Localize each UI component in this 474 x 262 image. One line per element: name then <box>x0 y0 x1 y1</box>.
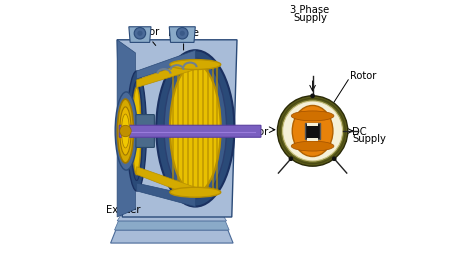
Text: Supply: Supply <box>352 134 386 144</box>
Bar <box>307 138 319 141</box>
Bar <box>307 123 319 127</box>
Circle shape <box>280 99 345 163</box>
Text: Exciter: Exciter <box>106 172 140 215</box>
Circle shape <box>137 31 143 36</box>
Text: DC: DC <box>352 127 367 137</box>
Ellipse shape <box>115 92 137 170</box>
Circle shape <box>134 28 146 39</box>
Ellipse shape <box>131 81 143 181</box>
Text: Rotor: Rotor <box>350 71 377 81</box>
Ellipse shape <box>156 50 235 206</box>
Text: Supply: Supply <box>293 13 327 23</box>
Ellipse shape <box>164 58 227 199</box>
Ellipse shape <box>170 64 221 193</box>
Polygon shape <box>137 183 195 206</box>
Text: Stator: Stator <box>238 127 269 137</box>
Text: Stator: Stator <box>129 27 160 46</box>
Text: Frame: Frame <box>168 28 199 50</box>
Circle shape <box>289 156 293 161</box>
Ellipse shape <box>133 87 141 175</box>
Circle shape <box>180 31 185 36</box>
Ellipse shape <box>291 111 334 121</box>
FancyBboxPatch shape <box>136 114 155 148</box>
Circle shape <box>332 156 337 161</box>
Ellipse shape <box>127 71 146 191</box>
Circle shape <box>176 28 188 39</box>
Circle shape <box>277 96 348 166</box>
Polygon shape <box>137 167 195 197</box>
Polygon shape <box>117 40 237 217</box>
Circle shape <box>283 101 343 161</box>
Polygon shape <box>129 27 151 42</box>
Polygon shape <box>117 40 136 217</box>
Ellipse shape <box>170 187 221 197</box>
Bar <box>305 123 320 139</box>
Polygon shape <box>137 50 195 79</box>
Polygon shape <box>115 221 229 230</box>
Polygon shape <box>110 230 233 243</box>
Polygon shape <box>117 215 227 221</box>
FancyBboxPatch shape <box>119 125 261 137</box>
Text: Stator: Stator <box>212 127 242 137</box>
Ellipse shape <box>118 99 134 163</box>
Circle shape <box>120 125 131 137</box>
Polygon shape <box>169 27 195 42</box>
Ellipse shape <box>291 141 334 151</box>
Text: Rotor: Rotor <box>186 59 212 74</box>
Circle shape <box>310 94 315 98</box>
Ellipse shape <box>121 114 129 148</box>
Text: 3 Phase: 3 Phase <box>291 5 329 15</box>
Ellipse shape <box>292 106 333 156</box>
Ellipse shape <box>170 59 221 69</box>
Polygon shape <box>137 59 195 88</box>
Text: Winding: Winding <box>182 83 224 93</box>
Ellipse shape <box>120 107 131 155</box>
